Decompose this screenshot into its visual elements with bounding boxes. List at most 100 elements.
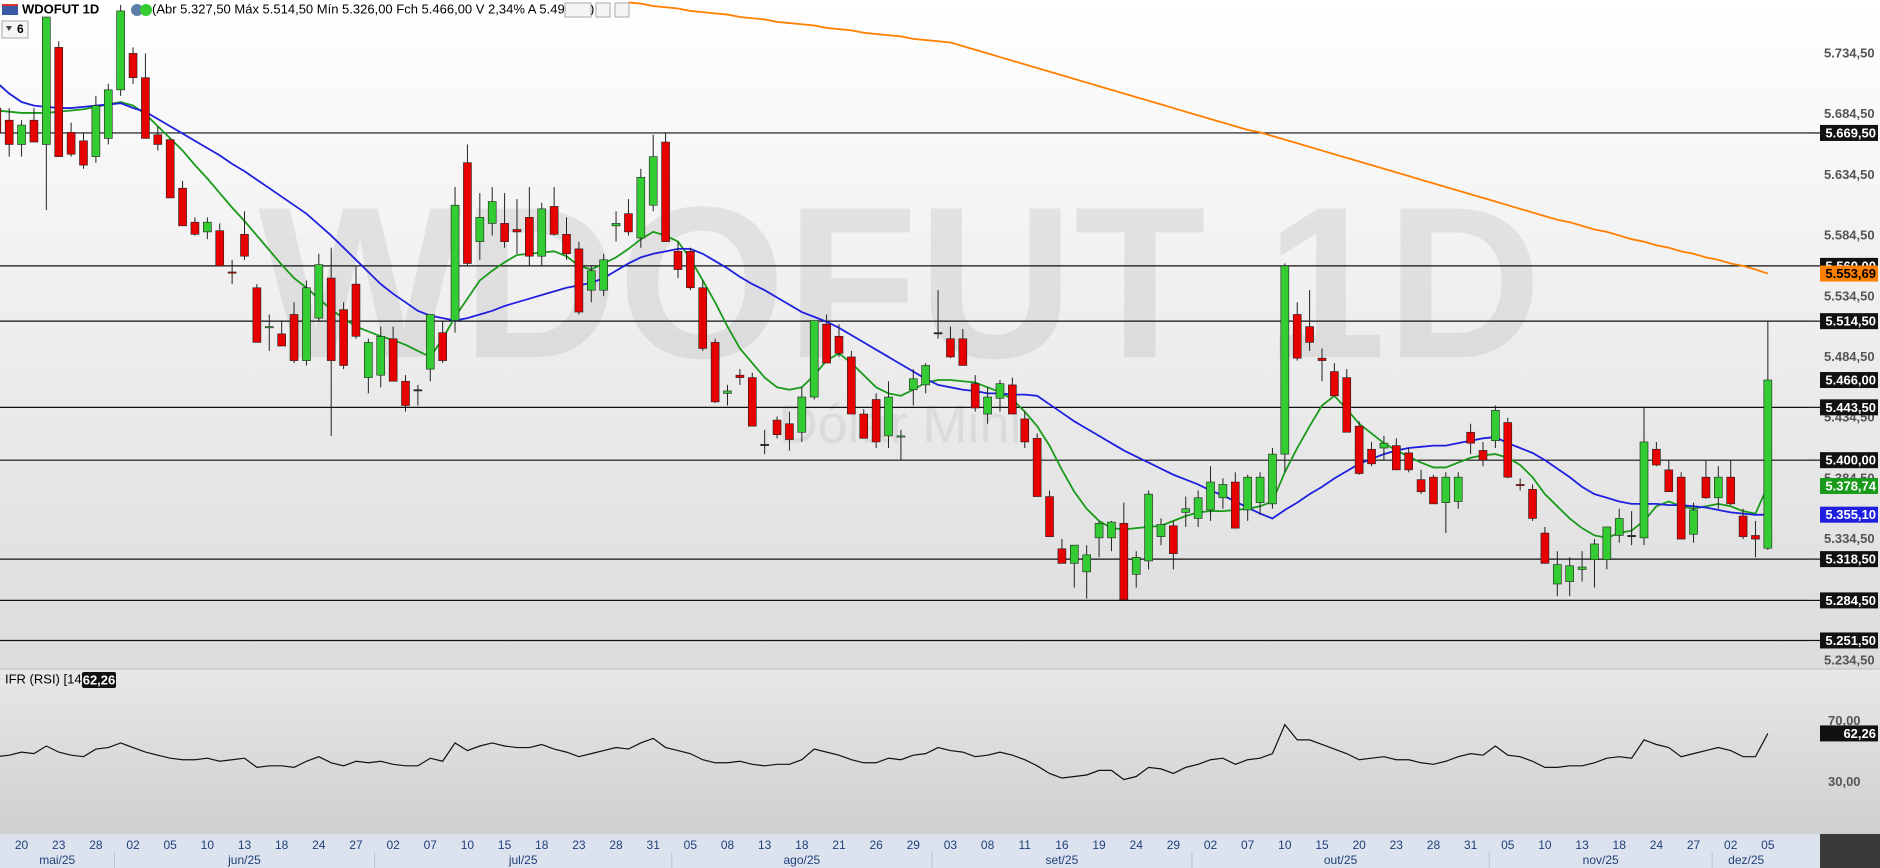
- candle-body: [1392, 445, 1401, 471]
- status-icon[interactable]: [131, 4, 143, 16]
- x-tick-label: 29: [907, 838, 921, 852]
- candle-body: [1379, 442, 1389, 449]
- candle-body: [116, 10, 125, 91]
- close-button[interactable]: [564, 2, 592, 18]
- overlay: 5.734,50 5.684,50 5.634,50 5.584,50 5.534,50…: [1808, 45, 1878, 789]
- candle-body: [1565, 565, 1574, 582]
- candle-body: [1032, 438, 1042, 497]
- candle-body: [1553, 564, 1562, 585]
- candle-body: [884, 396, 893, 437]
- candle-body: [611, 223, 621, 227]
- candle-body: [809, 320, 819, 398]
- candle-body: [351, 283, 361, 337]
- candle-body: [970, 383, 980, 409]
- candle-body: [1020, 418, 1030, 443]
- candle-body: [302, 287, 311, 361]
- candle-body: [525, 217, 534, 257]
- x-tick-label: 19: [1092, 838, 1106, 852]
- candle-body: [847, 356, 856, 415]
- x-tick-label: 13: [1575, 838, 1589, 852]
- x-tick-label: 05: [164, 838, 178, 852]
- x-tick-label: 16: [1055, 838, 1069, 852]
- candle-body: [834, 336, 844, 354]
- y-tick-label: 5.234,50: [1824, 653, 1875, 668]
- moving-average: [628, 1, 1769, 275]
- month-label: out/25: [1324, 853, 1358, 867]
- settings-button[interactable]: [595, 2, 611, 18]
- candle-body: [1466, 431, 1475, 444]
- x-tick-label: 28: [89, 838, 103, 852]
- candle-body: [983, 396, 992, 415]
- candle-body: [487, 201, 497, 224]
- candle-body: [500, 223, 509, 242]
- plot: [0, 1, 1808, 642]
- x-tick-label: 31: [1464, 838, 1478, 852]
- x-tick-label: 24: [312, 838, 326, 852]
- candle-body: [1652, 448, 1661, 466]
- candle-body: [165, 139, 175, 199]
- price-label-box: [1820, 124, 1878, 141]
- status-icon[interactable]: [140, 4, 152, 16]
- y-tick-label: 5.584,50: [1824, 228, 1875, 243]
- x-tick-label: 18: [535, 838, 549, 852]
- candle-body: [388, 338, 398, 382]
- candle-body: [438, 332, 447, 361]
- rsi-value-box: [82, 672, 116, 688]
- x-tick-label: 02: [126, 838, 140, 852]
- candle-body: [995, 383, 1005, 399]
- candle-body: [1057, 548, 1067, 564]
- x-tick-label: 02: [1724, 838, 1738, 852]
- candle-body: [1292, 314, 1302, 359]
- x-tick-label: 02: [1204, 838, 1218, 852]
- x-tick-label: 20: [1352, 838, 1366, 852]
- x-tick-label: 11: [1019, 838, 1032, 852]
- candle-body: [326, 277, 336, 361]
- candle-body: [760, 444, 769, 446]
- interval-dropdown[interactable]: [1, 20, 29, 39]
- candle-body: [723, 390, 732, 394]
- x-tick-label: 21: [832, 838, 846, 852]
- candle-body: [673, 251, 683, 270]
- price-label-box: [1820, 551, 1878, 568]
- candle-body: [1045, 496, 1054, 537]
- dropdown-arrow: [6, 26, 12, 31]
- x-tick-label: 08: [721, 838, 735, 852]
- candle-body: [921, 365, 930, 386]
- candle-body: [463, 162, 472, 264]
- x-tick-label: 07: [1241, 838, 1255, 852]
- price-label: 5.514,50: [1825, 314, 1876, 329]
- candle-body: [599, 259, 608, 291]
- candle-body: [401, 380, 410, 406]
- candle-body: [624, 213, 633, 233]
- x-tick-label: 05: [1761, 838, 1775, 852]
- candle-body: [190, 221, 200, 235]
- candle-body: [1602, 526, 1612, 561]
- candle-body: [66, 132, 76, 155]
- month-label: jul/25: [508, 853, 538, 867]
- rsi-label-box: [1820, 725, 1878, 742]
- rsi-tick-label: 70,00: [1828, 713, 1861, 728]
- rsi-value: 62,26: [83, 672, 116, 687]
- x-tick-label: 31: [647, 838, 661, 852]
- candle-body: [1689, 509, 1698, 535]
- candle-body: [178, 187, 187, 227]
- x-tick-label: 23: [52, 838, 66, 852]
- x-tick-label: 23: [572, 838, 586, 852]
- y-tick-label: 5.634,50: [1824, 167, 1875, 182]
- candle-body: [1156, 524, 1166, 537]
- x-tick-label: 28: [1427, 838, 1441, 852]
- price-label-box: [1820, 265, 1878, 282]
- x-tick-label: 24: [1130, 838, 1144, 852]
- add-button[interactable]: [614, 2, 630, 18]
- price-label-box: [1820, 372, 1878, 389]
- candle-body: [1094, 523, 1104, 539]
- interval-count: 6: [17, 22, 24, 36]
- rsi-panel: [0, 669, 1880, 834]
- candle-body: [79, 140, 88, 166]
- price-label-box: [1820, 399, 1878, 416]
- candle-body: [908, 378, 918, 391]
- candle-body: [636, 176, 646, 239]
- candle-body: [252, 287, 262, 343]
- x-tick-label: 03: [944, 838, 958, 852]
- price-label-box: [1820, 477, 1878, 494]
